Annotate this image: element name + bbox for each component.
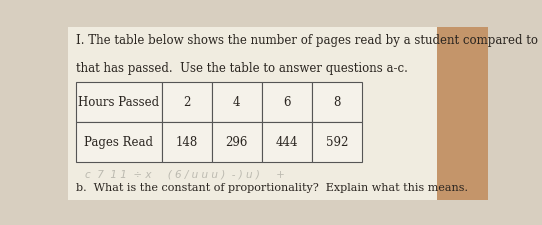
Text: 444: 444 xyxy=(275,136,298,149)
Text: 8: 8 xyxy=(333,96,340,109)
Text: 6: 6 xyxy=(283,96,291,109)
Bar xyxy=(437,27,488,200)
Bar xyxy=(76,82,162,122)
Text: 2: 2 xyxy=(183,96,191,109)
Bar xyxy=(212,122,262,162)
Bar xyxy=(262,82,312,122)
Text: c  7  1 1  ÷ x     ( 6 / u u u )  - ) u )     +: c 7 1 1 ÷ x ( 6 / u u u ) - ) u ) + xyxy=(85,169,285,179)
Bar xyxy=(162,122,212,162)
Text: b.  What is the constant of proportionality?  Explain what this means.: b. What is the constant of proportionali… xyxy=(76,183,468,193)
Bar xyxy=(312,122,362,162)
Bar xyxy=(212,82,262,122)
Bar xyxy=(262,122,312,162)
Text: 148: 148 xyxy=(176,136,198,149)
Text: Pages Read: Pages Read xyxy=(85,136,153,149)
Bar xyxy=(312,82,362,122)
Bar xyxy=(76,122,162,162)
Text: I. The table below shows the number of pages read by a student compared to: I. The table below shows the number of p… xyxy=(76,34,538,47)
Text: that has passed.  Use the table to answer questions a-c.: that has passed. Use the table to answer… xyxy=(76,62,408,75)
Text: 592: 592 xyxy=(326,136,348,149)
Text: Hours Passed: Hours Passed xyxy=(79,96,159,109)
Text: 4: 4 xyxy=(233,96,241,109)
Bar xyxy=(162,82,212,122)
Bar xyxy=(68,27,437,200)
Text: 296: 296 xyxy=(225,136,248,149)
